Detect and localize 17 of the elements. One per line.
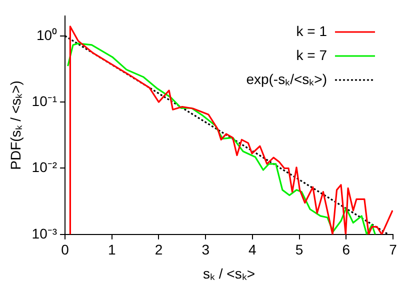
x-tick-label: 5 (295, 242, 304, 258)
y-tick-label: 10⁻¹ (32, 92, 58, 109)
x-tick-label: 2 (154, 242, 163, 258)
x-tick-label: 0 (61, 242, 70, 258)
y-tick-label: 10⁻³ (32, 225, 58, 242)
y-tick-label: 10⁻² (32, 159, 58, 176)
x-tick-label: 1 (108, 242, 116, 258)
legend-label: exp(-sₖ/<sₖ>) (246, 70, 327, 87)
x-axis-title: sₖ / <sₖ> (203, 265, 256, 282)
x-tick-label: 6 (342, 242, 350, 258)
x-tick-label: 3 (202, 242, 210, 258)
legend-label: k = 1 (296, 22, 328, 39)
y-axis-title: PDF(sₖ / <sₖ>) (7, 80, 24, 170)
x-tick-label: 4 (248, 242, 257, 258)
x-tick-label: 7 (389, 242, 398, 258)
legend-label: k = 7 (296, 46, 328, 63)
y-tick-label: 10⁰ (36, 26, 58, 43)
